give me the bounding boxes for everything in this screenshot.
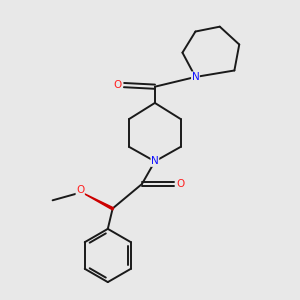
Text: O: O: [76, 184, 84, 195]
Text: O: O: [113, 80, 122, 90]
Text: N: N: [151, 156, 159, 167]
Text: N: N: [192, 72, 199, 82]
Text: O: O: [177, 179, 185, 189]
